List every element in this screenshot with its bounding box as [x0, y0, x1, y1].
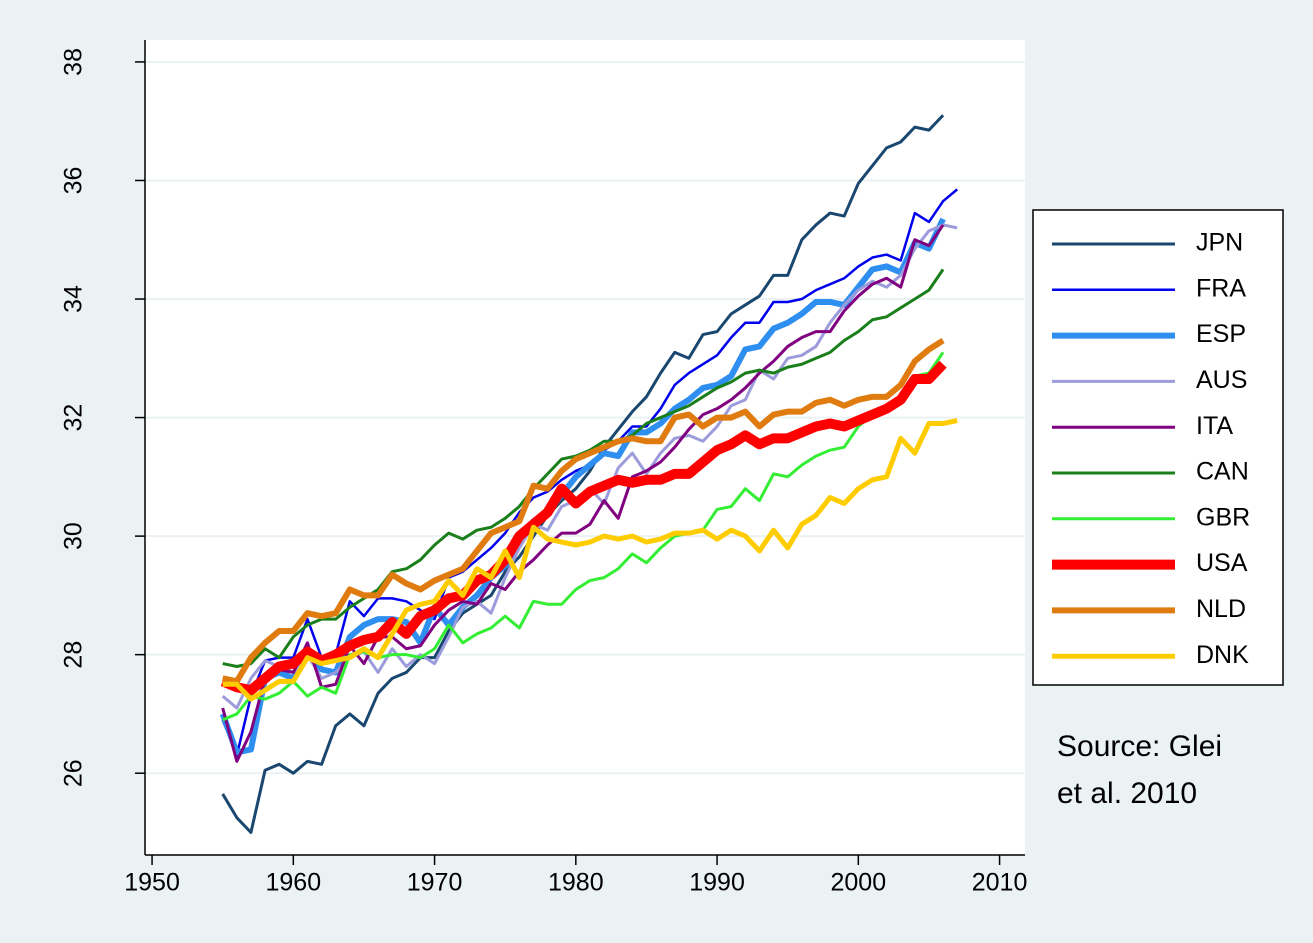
series-line	[222, 337, 945, 685]
legend-label: AUS	[1196, 366, 1247, 394]
plot-area	[145, 40, 1025, 855]
x-tick-label: 1990	[689, 869, 745, 897]
y-tick-label: 30	[60, 522, 88, 550]
series-line	[222, 418, 958, 702]
y-tick-label: 26	[60, 759, 88, 787]
legend-label: GBR	[1196, 503, 1250, 531]
legend-label: NLD	[1196, 595, 1246, 623]
x-tick-label: 1980	[548, 869, 604, 897]
y-tick-label: 32	[60, 404, 88, 432]
y-tick-label: 36	[60, 167, 88, 195]
legend-label: FRA	[1196, 274, 1246, 302]
x-tick-label: 2010	[972, 869, 1028, 897]
legend-label: CAN	[1196, 458, 1249, 486]
series-line	[221, 114, 945, 834]
annotation: et al. 2010	[1057, 777, 1197, 810]
series-line	[220, 360, 947, 696]
series-line	[222, 351, 945, 722]
legend-label: ESP	[1196, 320, 1246, 348]
legend-label: USA	[1196, 549, 1248, 577]
series-line	[221, 224, 945, 763]
x-tick-label: 1970	[407, 869, 463, 897]
x-tick-label: 1960	[266, 869, 322, 897]
y-tick-label: 38	[60, 48, 88, 76]
annotation: Source: Glei	[1057, 730, 1222, 763]
y-tick-label: 28	[60, 641, 88, 669]
legend-label: DNK	[1196, 641, 1249, 669]
legend-label: JPN	[1196, 229, 1243, 257]
x-tick-label: 1950	[124, 869, 180, 897]
x-tick-label: 2000	[831, 869, 887, 897]
y-tick-label: 34	[60, 285, 88, 313]
legend-label: ITA	[1196, 412, 1233, 440]
